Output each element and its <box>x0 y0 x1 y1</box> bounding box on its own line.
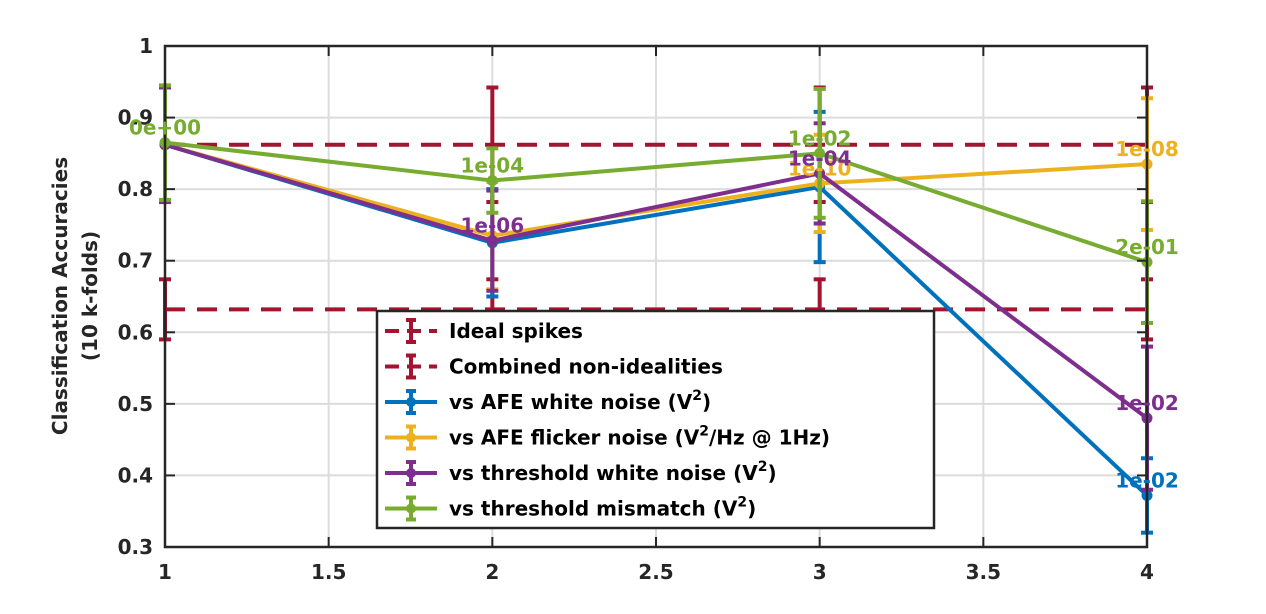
legend-entry-label: Combined non-idealities <box>449 355 723 379</box>
y-tick-label: 0.7 <box>118 249 153 273</box>
legend-entry-label: vs threshold mismatch (V2) <box>449 495 756 521</box>
y-tick-label: 0.4 <box>118 463 153 487</box>
axes: 1 1.5 2 2.5 3 3.5 4 0.3 0.4 0.5 0.6 0.7 0.8 0.9 1 <box>118 34 1154 584</box>
x-tick-label: 4 <box>1140 560 1154 584</box>
y-axis-title-line-1: Classification Accuracies <box>48 157 72 435</box>
x-tick-label: 3 <box>813 560 827 584</box>
legend-box <box>375 309 936 530</box>
series-2-data-label: 1e-02 <box>1115 391 1179 415</box>
x-tick-label: 1.5 <box>311 560 346 584</box>
y-axis-title-line-2: (10 k-folds) <box>78 231 102 361</box>
series-3-line <box>164 140 1148 265</box>
series-3-data-label: 1e-04 <box>461 154 525 178</box>
legend-entry-label: vs AFE white noise (V2) <box>449 388 711 414</box>
series-2-point <box>486 235 498 247</box>
y-tick-label: 0.3 <box>118 535 153 559</box>
y-tick-label: 1 <box>139 34 153 58</box>
x-tick-label: 3.5 <box>966 560 1001 584</box>
series-1-data-label: 1e-08 <box>1115 137 1179 161</box>
legend-entry-label: Ideal spikes <box>449 319 583 343</box>
legend-entry-label: vs threshold white noise (V2) <box>449 459 777 485</box>
x-tick-label: 1 <box>158 560 172 584</box>
series-1-line <box>164 142 1148 238</box>
series-3-point <box>814 147 826 159</box>
series-3-data-label: 2e-01 <box>1115 235 1179 259</box>
series-3-data-label: 1e-02 <box>788 126 852 150</box>
series-2-data-label: 1e-06 <box>461 214 525 238</box>
legend: Ideal spikes Combined non-idealities vs AF… <box>375 309 936 530</box>
x-tick-label: 2 <box>485 560 499 584</box>
legend-entry-label: vs AFE flicker noise (V2/Hz @ 1Hz) <box>449 424 830 450</box>
data-labels: 1e-021e-101e-081e-061e-041e-020e+001e-04… <box>129 116 1179 493</box>
series-3-point <box>486 175 498 187</box>
y-tick-label: 0.6 <box>118 320 153 344</box>
series-3-data-label: 0e+00 <box>129 116 201 140</box>
series-0-data-label: 1e-02 <box>1115 468 1179 492</box>
y-tick-label: 0.9 <box>118 106 153 130</box>
plot-frame <box>163 44 1149 549</box>
x-tick-label: 2.5 <box>638 560 673 584</box>
series-2-data-label: 1e-04 <box>788 146 852 170</box>
series-1-data-label: 1e-10 <box>788 156 852 180</box>
series-2-line <box>164 142 1149 420</box>
y-tick-label: 0.8 <box>118 177 153 201</box>
y-tick-label: 0.5 <box>118 392 153 416</box>
